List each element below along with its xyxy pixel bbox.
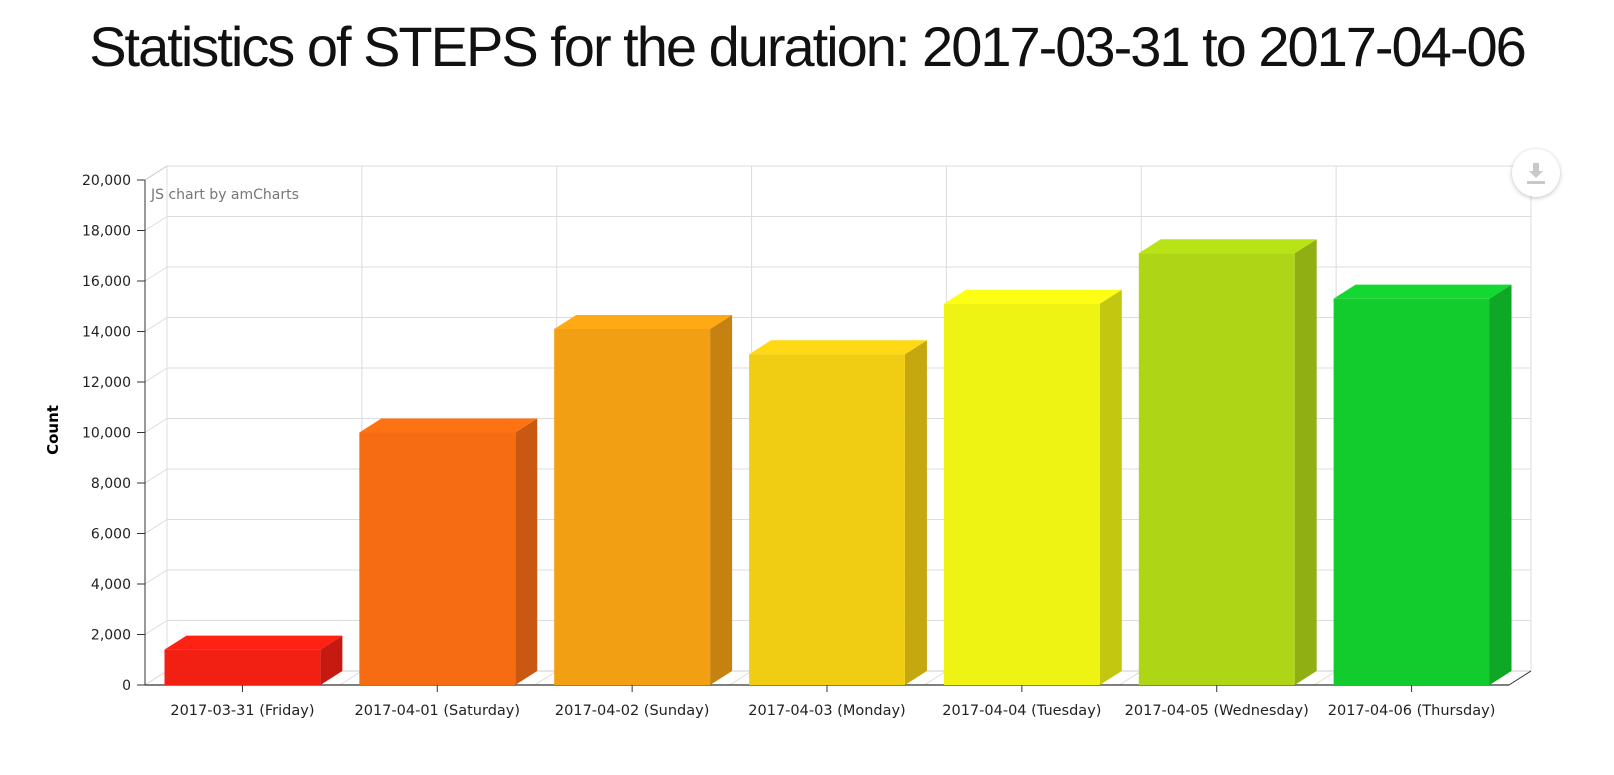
x-tick-label: 2017-04-04 (Tuesday) xyxy=(942,703,1101,719)
bar[interactable] xyxy=(554,314,733,685)
bar[interactable] xyxy=(164,635,343,685)
bar-side xyxy=(1294,239,1317,685)
bar-side xyxy=(1489,284,1512,685)
grid-line-side xyxy=(144,620,168,635)
x-tick-labels: 2017-03-31 (Friday) 2017-04-01 (Saturday)… xyxy=(170,703,1495,719)
axis-top-connector xyxy=(144,165,168,181)
bar-top xyxy=(164,635,343,650)
y-tick-label: 0 xyxy=(122,678,131,694)
bar-side xyxy=(904,340,927,685)
bar-top xyxy=(943,289,1122,304)
grid-line-side xyxy=(144,216,168,231)
bars xyxy=(164,239,1512,686)
grid-line-floor xyxy=(1313,670,1337,686)
bar-front xyxy=(359,432,516,685)
grid-line-side xyxy=(144,317,168,332)
x-tick-label: 2017-04-05 (Wednesday) xyxy=(1125,703,1309,719)
bar[interactable] xyxy=(1138,239,1317,685)
grid-line-side xyxy=(144,418,168,433)
grid-line-floor xyxy=(534,670,557,686)
x-tick-label: 2017-04-01 (Saturday) xyxy=(355,703,521,719)
bar[interactable] xyxy=(943,289,1122,685)
chart-credit[interactable]: JS chart by amCharts xyxy=(150,187,299,203)
bar-top xyxy=(359,418,538,433)
bar-top xyxy=(749,340,927,355)
y-tick-label: 2,000 xyxy=(91,628,131,644)
bar-front xyxy=(749,354,905,685)
bar-front xyxy=(554,328,711,685)
y-tick-label: 12,000 xyxy=(82,375,131,391)
grid-line-side xyxy=(144,569,168,585)
bar-side xyxy=(320,635,343,685)
grid-line-side xyxy=(144,519,168,534)
bar-top xyxy=(1138,239,1317,254)
y-tick-label: 10,000 xyxy=(82,426,131,442)
grid-line-floor xyxy=(729,670,752,686)
grid-line-floor xyxy=(339,670,363,686)
bar-front xyxy=(943,303,1100,685)
bar-top xyxy=(1333,284,1512,299)
export-button[interactable] xyxy=(1512,149,1560,197)
bar[interactable] xyxy=(359,418,538,686)
y-tick-labels: 0 2,000 4,000 6,000 8,000 10,000 12,000 14,000 1… xyxy=(82,173,131,694)
grid-line-floor xyxy=(1119,670,1142,686)
x-tick-label: 2017-04-02 (Sunday) xyxy=(555,703,709,719)
bar[interactable] xyxy=(1333,284,1512,685)
bar-front xyxy=(164,649,321,685)
page-title: Statistics of STEPS for the duration: 20… xyxy=(89,15,1527,78)
x-axis-depth xyxy=(1508,670,1532,686)
bar[interactable] xyxy=(749,340,927,685)
grid-line-floor xyxy=(144,670,168,686)
bar-side xyxy=(1099,289,1122,685)
bar-front xyxy=(1138,253,1295,685)
bar-top xyxy=(554,314,733,329)
y-tick-label: 16,000 xyxy=(82,274,131,290)
grid-line-side xyxy=(144,367,168,383)
x-tick-label: 2017-04-06 (Thursday) xyxy=(1328,703,1496,719)
bar-front xyxy=(1333,298,1490,685)
y-tick-label: 6,000 xyxy=(91,527,131,543)
y-tick-label: 4,000 xyxy=(91,577,131,593)
x-tick-label: 2017-04-03 (Monday) xyxy=(748,703,905,719)
y-tick-label: 20,000 xyxy=(82,173,131,189)
bar-side xyxy=(710,314,733,685)
y-tick-label: 18,000 xyxy=(82,224,131,240)
bar-side xyxy=(515,418,538,685)
y-tick-label: 8,000 xyxy=(91,476,131,492)
x-tick-label: 2017-03-31 (Friday) xyxy=(170,703,314,719)
grid-line-side xyxy=(144,468,168,484)
y-tick-label: 14,000 xyxy=(82,325,131,341)
grid-line-floor xyxy=(924,670,947,686)
grid-line-side xyxy=(144,266,168,282)
y-axis-title: Count xyxy=(44,405,62,455)
